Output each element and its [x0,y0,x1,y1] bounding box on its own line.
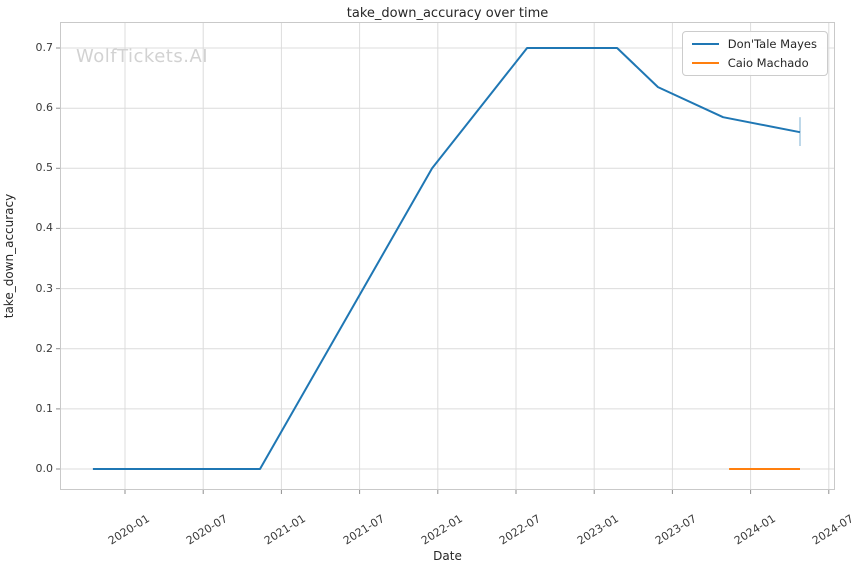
x-tick-label: 2021-07 [340,512,387,548]
y-tick-label: 0.2 [35,341,54,355]
legend-label: Caio Machado [727,56,809,70]
y-tick-label: 0.6 [35,101,54,115]
x-tick-label: 2020-07 [184,512,231,548]
legend: Don'Tale Mayes Caio Machado [681,31,828,76]
x-tick-label: 2023-01 [575,512,622,548]
x-tick-label: 2021-01 [262,512,309,548]
y-tick-label: 0.5 [35,161,54,175]
watermark: WolfTickets.AI [76,46,209,67]
legend-item: Caio Machado [691,56,817,70]
chart-title: take_down_accuracy over time [346,6,549,21]
x-tick-label: 2022-01 [418,512,465,548]
legend-item: Don'Tale Mayes [691,37,817,51]
y-tick-label: 0.0 [35,462,54,475]
series-line [92,47,801,470]
y-tick-label: 0.1 [35,401,54,415]
x-tick-label: 2022-07 [497,512,543,548]
legend-label: Don'Tale Mayes [727,37,817,51]
x-tick-label: 2024-01 [731,512,778,548]
x-tick-label: 2023-07 [653,512,700,548]
plot-border [60,22,835,490]
legend-line-swatch [691,42,719,46]
chart-canvas [56,22,835,494]
x-tick-label: 2020-01 [106,512,152,548]
x-tick-label: 2024-07 [809,512,856,548]
y-tick-label: 0.7 [35,41,54,55]
legend-line-swatch [691,61,719,65]
y-tick-label: 0.4 [35,221,54,235]
y-axis-label: take_down_accuracy [2,193,16,319]
plot-area: WolfTickets.AI 2020-01 2020-07 2021-01 2021… [36,22,856,547]
y-tick-label: 0.3 [35,281,54,295]
x-axis-label: Date [433,549,462,563]
